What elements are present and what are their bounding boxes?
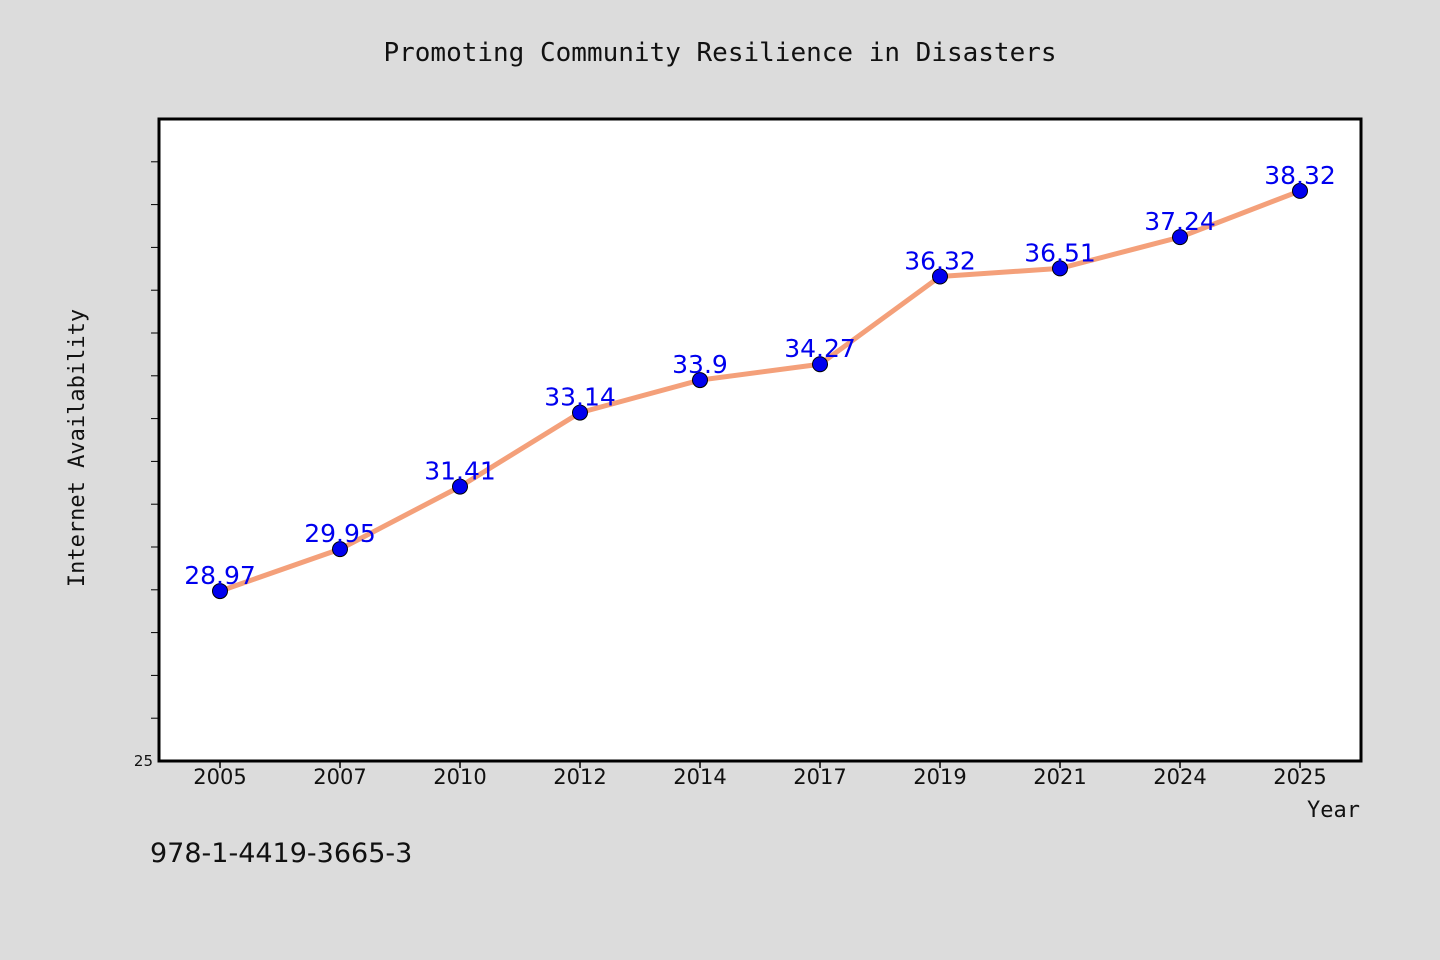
data-label: 33.9 <box>672 350 728 379</box>
y-axis-ticks <box>151 161 159 719</box>
data-point-marker <box>1292 182 1308 199</box>
data-label: 28.97 <box>184 561 256 590</box>
x-tick-label: 2024 <box>1153 765 1206 789</box>
plot-area <box>157 117 1363 763</box>
isbn-footer: 978-1-4419-3665-3 <box>150 838 412 869</box>
data-label: 31.41 <box>424 457 496 486</box>
x-axis-ticks <box>219 761 1301 768</box>
data-label: 37.24 <box>1144 207 1216 236</box>
series-markers <box>212 182 1308 600</box>
series-line <box>217 188 1303 594</box>
data-label: 38.32 <box>1264 161 1336 190</box>
data-point-marker <box>332 541 348 558</box>
x-tick-label: 2021 <box>1033 765 1086 789</box>
data-point-marker <box>1172 229 1188 246</box>
x-tick-label: 2017 <box>793 765 846 789</box>
data-point-marker <box>572 404 588 421</box>
data-label: 36.51 <box>1024 238 1096 267</box>
x-tick-label: 2005 <box>193 765 246 789</box>
data-labels: 28.97 29.95 31.41 33.14 33.9 34.27 36.32 36.51 3… <box>184 161 1336 590</box>
x-tick-label: 2014 <box>673 765 726 789</box>
data-point-marker <box>932 268 948 285</box>
x-axis-label: Year <box>1307 798 1360 823</box>
x-tick-label: 2025 <box>1273 765 1326 789</box>
data-label: 29.95 <box>304 519 376 548</box>
data-point-marker <box>212 583 228 600</box>
chart-title: Promoting Community Resilience in Disast… <box>383 38 1056 68</box>
x-tick-label: 2012 <box>553 765 606 789</box>
data-label: 34.27 <box>784 334 856 363</box>
data-point-marker <box>452 478 468 495</box>
data-point-marker <box>692 372 708 389</box>
y-axis-label: Internet Availability <box>65 309 90 587</box>
x-tick-label: 2019 <box>913 765 966 789</box>
x-axis-tick-labels: 2005 2007 2010 2012 2014 2017 2019 2021 2024 2025 <box>193 765 1326 789</box>
data-point-marker <box>812 356 828 373</box>
data-point-marker <box>1052 260 1068 277</box>
y-tick-label: 25 <box>134 752 153 770</box>
x-tick-label: 2010 <box>433 765 486 789</box>
data-label: 33.14 <box>544 383 616 412</box>
data-label: 36.32 <box>904 247 976 276</box>
x-tick-label: 2007 <box>313 765 366 789</box>
